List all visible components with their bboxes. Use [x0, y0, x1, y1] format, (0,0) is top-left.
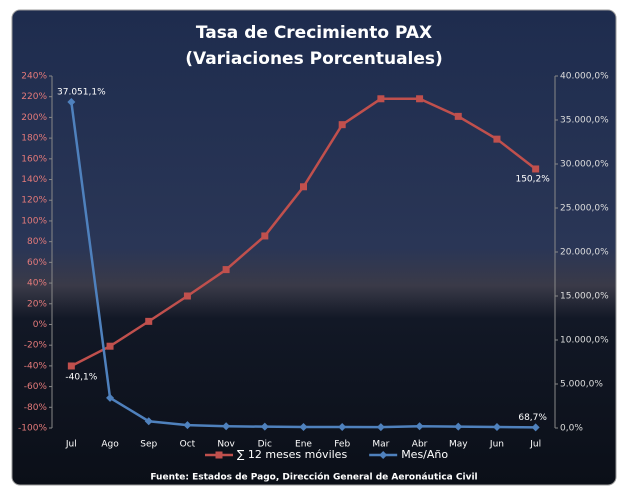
marker: [184, 293, 191, 300]
y2-tick-label: 20.000,0%: [560, 248, 609, 258]
marker: [377, 95, 384, 102]
source: Fuente: Estados de Pago, Dirección Gener…: [150, 472, 477, 483]
y-tick-label: 200%: [21, 113, 47, 123]
x-tick-label: Jun: [489, 440, 504, 450]
y-tick-label: -60%: [24, 382, 48, 392]
y2-tick-label: 0,0%: [560, 424, 583, 434]
data-label: 150,2%: [515, 174, 550, 184]
marker: [223, 266, 230, 273]
y-tick-label: 40%: [27, 279, 47, 289]
marker: [455, 113, 462, 120]
x-tick-label: Jul: [65, 440, 77, 450]
x-tick-label: May: [449, 440, 468, 450]
legend-label: ∑ 12 meses móviles: [237, 448, 347, 461]
x-tick-label: Nov: [217, 440, 235, 450]
marker: [532, 165, 539, 172]
chart-subtitle: (Variaciones Porcentuales): [185, 49, 443, 69]
y-tick-label: 180%: [21, 134, 47, 144]
y-tick-label: 20%: [27, 299, 47, 309]
y-tick-label: 240%: [21, 72, 47, 82]
marker: [300, 183, 307, 190]
y2-tick-label: 40.000,0%: [560, 72, 609, 82]
x-tick-label: Sep: [140, 440, 157, 450]
data-label: 37.051,1%: [57, 87, 106, 97]
y2-tick-label: 10.000,0%: [560, 336, 609, 346]
x-tick-label: Ago: [101, 440, 119, 450]
marker: [145, 318, 152, 325]
y2-tick-label: 35.000,0%: [560, 116, 609, 126]
data-label: 68,7%: [518, 413, 547, 423]
y-tick-label: 60%: [27, 258, 47, 268]
y-tick-label: 120%: [21, 196, 47, 206]
chart: Tasa de Crecimiento PAX (Variaciones Por…: [0, 0, 620, 487]
marker: [107, 343, 114, 350]
y-tick-label: 0%: [33, 320, 48, 330]
x-tick-label: Jul: [529, 440, 541, 450]
marker: [339, 121, 346, 128]
x-tick-label: Mar: [372, 440, 389, 450]
y-tick-label: -40%: [24, 361, 48, 371]
y-tick-label: -100%: [18, 424, 47, 434]
legend-label: Mes/Año: [401, 448, 448, 461]
data-label: -40,1%: [65, 372, 97, 382]
y-tick-label: 100%: [21, 216, 47, 226]
y-tick-label: -80%: [24, 403, 48, 413]
y-tick-label: 80%: [27, 237, 47, 247]
chart-title: Tasa de Crecimiento PAX: [196, 23, 432, 43]
y-tick-label: 160%: [21, 154, 47, 164]
legend-marker: [216, 452, 223, 459]
marker: [261, 232, 268, 239]
y2-tick-label: 15.000,0%: [560, 292, 609, 302]
x-tick-label: Oct: [180, 440, 196, 450]
y-tick-label: -20%: [24, 341, 48, 351]
marker: [493, 136, 500, 143]
y-tick-label: 140%: [21, 175, 47, 185]
y-tick-label: 220%: [21, 92, 47, 102]
marker: [416, 95, 423, 102]
y2-tick-label: 25.000,0%: [560, 204, 609, 214]
y2-tick-label: 30.000,0%: [560, 160, 609, 170]
marker: [68, 362, 75, 369]
y2-tick-label: 5.000,0%: [560, 380, 603, 390]
